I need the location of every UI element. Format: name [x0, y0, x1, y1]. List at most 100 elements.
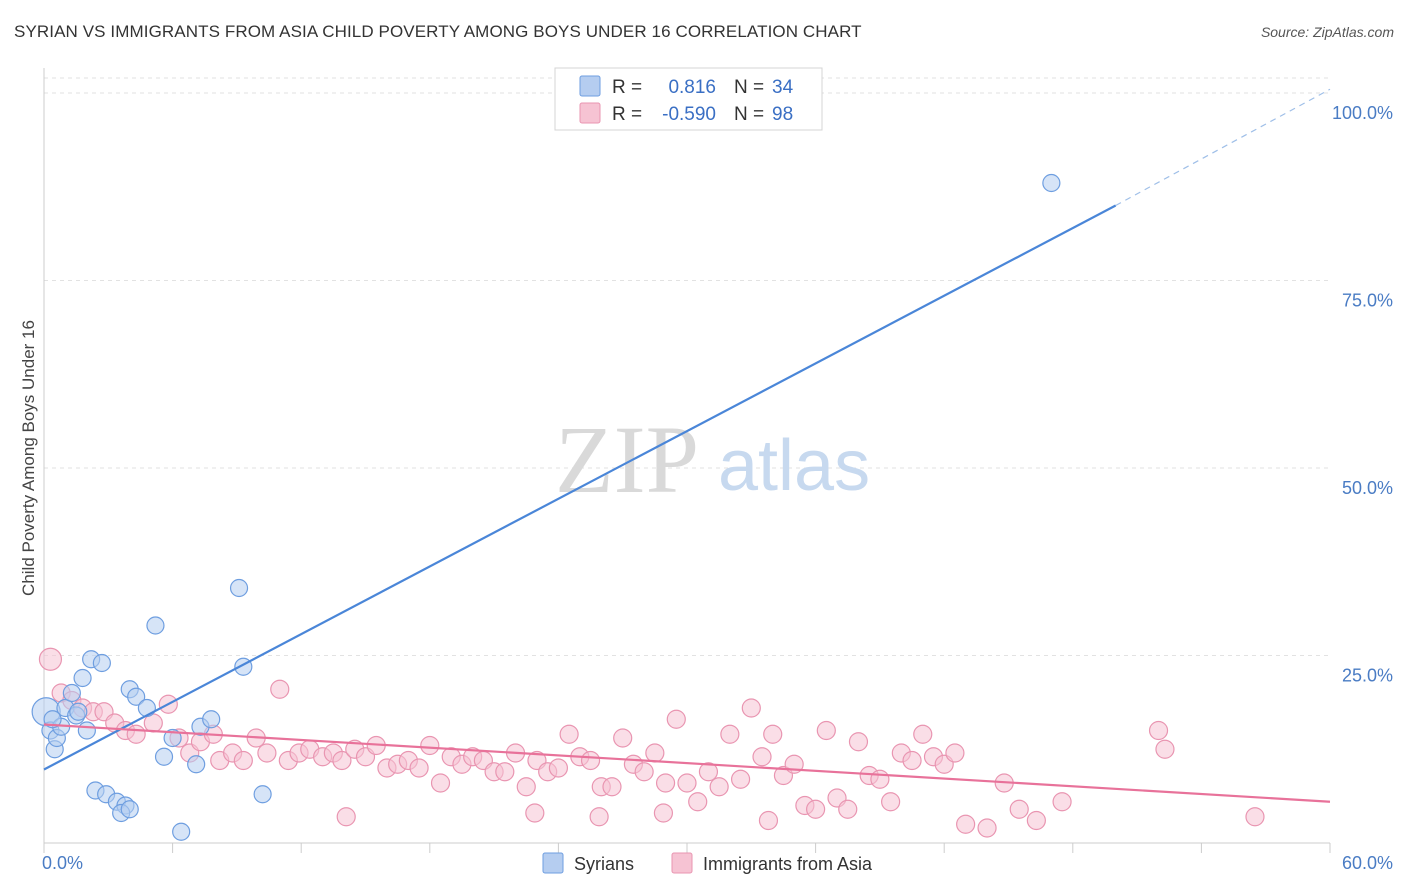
asia-point-74	[848, 732, 869, 752]
legend-n-value-syrians: 34	[772, 77, 794, 98]
syrians-point-33	[1042, 173, 1061, 193]
asia-point-84	[956, 814, 976, 834]
syrians-point-17	[154, 747, 174, 766]
asia-point-54	[634, 762, 654, 782]
syrians-point-30	[253, 785, 272, 804]
asia-point-94	[525, 803, 545, 823]
asia-point-26	[332, 750, 352, 771]
asia-point-17	[233, 750, 253, 771]
asia-point-95	[589, 807, 609, 827]
asia-point-47	[559, 724, 579, 744]
legend-r-label-asia: R =	[612, 104, 642, 125]
asia-point-66	[763, 724, 783, 744]
asia-point-46	[548, 758, 569, 778]
syrians-trend-line	[43, 204, 1117, 771]
y-tick-label-1: 50.0%	[1342, 478, 1393, 498]
asia-point-55	[645, 743, 665, 763]
legend-r-value-syrians: 0.816	[668, 77, 716, 98]
asia-point-91	[1155, 739, 1175, 759]
syrians-point-15	[146, 616, 165, 635]
syrians-point-20	[229, 578, 249, 598]
asia-point-71	[816, 720, 836, 741]
asia-point-96	[653, 803, 674, 823]
asia-point-90	[1148, 720, 1169, 741]
legend-n-label-asia: N =	[734, 104, 764, 125]
syrians-point-16	[163, 728, 182, 748]
asia-point-19	[257, 743, 277, 763]
bottom-legend-swatch-asia	[671, 852, 693, 874]
asia-point-85	[977, 818, 997, 838]
syrians-point-32	[43, 710, 62, 729]
syrians-point-8	[73, 668, 92, 688]
asia-point-8	[126, 724, 146, 744]
asia-point-58	[677, 773, 697, 793]
asia-point-33	[409, 758, 429, 778]
asia-point-60	[698, 762, 719, 782]
asia-point-52	[613, 728, 633, 748]
legend-r-value-asia: -0.590	[662, 104, 716, 125]
asia-point-20	[270, 679, 290, 699]
asia-trend-line	[43, 723, 1331, 803]
syrians-trend-extension	[1115, 88, 1331, 207]
watermark: ZIP atlas	[555, 406, 870, 513]
asia-point-89	[1052, 792, 1072, 812]
asia-point-88	[1026, 810, 1046, 831]
legend-n-label-syrians: N =	[734, 77, 764, 98]
asia-point-43	[516, 777, 536, 797]
asia-point-73	[838, 799, 858, 819]
syrians-point-6	[62, 683, 81, 703]
asia-point-34	[420, 735, 440, 756]
syrians-point-11	[77, 721, 96, 740]
asia-point-57	[666, 709, 686, 729]
bottom-legend: Syrians Immigrants from Asia	[542, 852, 873, 874]
asia-point-41	[495, 762, 515, 782]
watermark-zip: ZIP	[555, 406, 699, 513]
syrians-point-31	[69, 702, 88, 721]
legend-box: R = 0.816 N = 34 R = -0.590 N = 98	[554, 67, 823, 131]
x-tick-labels: 0.0% 60.0%	[42, 853, 1393, 873]
y-tick-label-3: 100.0%	[1332, 103, 1393, 123]
syrians-point-10	[92, 653, 111, 673]
asia-point-49	[580, 750, 601, 771]
asia-point-65	[752, 747, 772, 767]
grid-lines	[44, 77, 1330, 656]
x-tick-label-0: 0.0%	[42, 853, 83, 873]
source-label: Source: ZipAtlas.com	[1260, 24, 1394, 40]
x-tick-label-1: 60.0%	[1342, 853, 1393, 873]
asia-point-63	[730, 769, 751, 789]
asia-point-76	[870, 769, 890, 789]
bottom-legend-asia: Immigrants from Asia	[703, 854, 873, 874]
asia-point-56	[655, 773, 676, 793]
y-tick-label-2: 75.0%	[1342, 291, 1393, 311]
watermark-atlas: atlas	[718, 426, 870, 506]
legend-swatch-syrians	[579, 75, 601, 97]
asia-point-93	[336, 807, 356, 827]
asia-point-79	[902, 750, 922, 771]
asia-point-0	[38, 647, 63, 671]
series-syrians-points	[31, 173, 1061, 841]
asia-point-87	[1009, 799, 1029, 819]
legend-swatch-asia	[579, 102, 601, 124]
y-axis-label: Child Poverty Among Boys Under 16	[19, 320, 38, 596]
asia-point-83	[945, 743, 965, 763]
asia-point-35	[430, 773, 451, 793]
asia-point-62	[720, 724, 740, 744]
asia-point-51	[602, 777, 622, 797]
asia-point-92	[1245, 807, 1265, 827]
syrians-point-19	[202, 710, 221, 729]
asia-point-59	[688, 792, 708, 812]
syrians-point-29	[172, 822, 191, 841]
bottom-legend-syrians: Syrians	[574, 854, 634, 874]
asia-point-70	[805, 799, 826, 819]
bottom-legend-swatch-syrians	[542, 852, 564, 874]
syrians-point-28	[120, 800, 139, 819]
y-tick-label-0: 25.0%	[1342, 666, 1393, 686]
series-asia-points	[38, 647, 1265, 838]
trend-lines	[43, 88, 1331, 803]
chart-title: SYRIAN VS IMMIGRANTS FROM ASIA CHILD POV…	[14, 22, 862, 41]
asia-point-64	[741, 698, 761, 718]
syrians-point-14	[137, 698, 156, 718]
asia-point-80	[913, 724, 933, 744]
asia-point-77	[881, 792, 901, 812]
